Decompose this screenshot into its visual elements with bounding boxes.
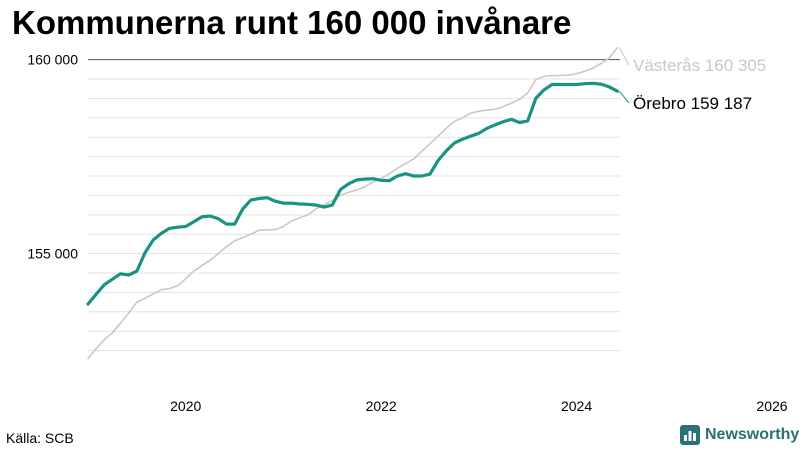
label-leader [618, 47, 630, 66]
y-tick-label: 160 000 [27, 52, 78, 68]
brand-logo[interactable]: Newsworthy [680, 425, 799, 445]
label-leader [618, 90, 630, 104]
y-tick-label: 155 000 [27, 246, 78, 262]
x-axis: 2020 2022 2024 2026 [170, 398, 788, 414]
x-tick-label: 2022 [366, 398, 397, 414]
y-axis: 155 000 160 000 [27, 52, 78, 262]
chart-title: Kommunerna runt 160 000 invånare [12, 4, 572, 41]
x-tick-label: 2026 [756, 398, 787, 414]
bar-chart-icon [680, 425, 700, 445]
end-labels: Örebro 159 187 Västerås 160 305 [618, 47, 766, 113]
x-tick-label: 2020 [170, 398, 201, 414]
series-line-rebro [86, 81, 619, 306]
series-end-label: Örebro 159 187 [633, 94, 752, 113]
gridlines [88, 59, 620, 352]
series-line-vsters [87, 46, 619, 360]
brand-name: Newsworthy [705, 426, 800, 443]
source-note: Källa: SCB [6, 430, 74, 446]
series-lines [86, 46, 619, 360]
series-end-label: Västerås 160 305 [633, 56, 766, 75]
x-tick-label: 2024 [561, 398, 592, 414]
